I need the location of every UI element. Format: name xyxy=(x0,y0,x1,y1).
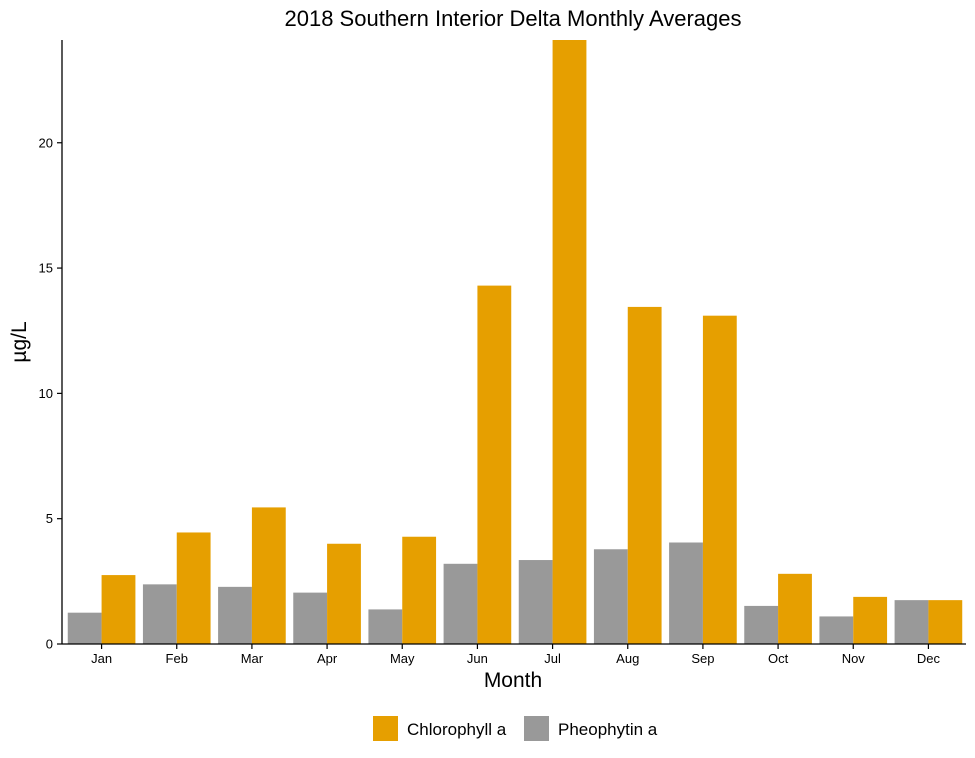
x-tick-label: Aug xyxy=(616,651,639,666)
x-tick-label: Jan xyxy=(91,651,112,666)
bar-pheophytin-a-nov xyxy=(819,616,854,644)
x-tick-label: May xyxy=(390,651,415,666)
bar-chlorophyll-a-dec xyxy=(928,600,963,644)
bar-pheophytin-a-sep xyxy=(669,542,703,644)
x-tick-label: Dec xyxy=(917,651,941,666)
bar-chlorophyll-a-mar xyxy=(251,507,286,644)
bar-chlorophyll-a-nov xyxy=(853,596,888,644)
x-tick-label: Oct xyxy=(768,651,789,666)
x-tick-label: Sep xyxy=(691,651,714,666)
bar-pheophytin-a-jan xyxy=(67,612,102,644)
y-tick-label: 0 xyxy=(46,637,53,652)
bar-pheophytin-a-dec xyxy=(894,600,929,644)
legend: Chlorophyll a Pheophytin a xyxy=(373,716,658,741)
legend-label-chlorophyll-a: Chlorophyll a xyxy=(407,720,507,739)
bar-pheophytin-a-jul xyxy=(518,560,553,644)
bar-pheophytin-a-aug xyxy=(593,549,628,644)
x-tick-label: Mar xyxy=(241,651,264,666)
y-tick-label: 5 xyxy=(46,511,53,526)
x-tick-label: Apr xyxy=(317,651,338,666)
bar-pheophytin-a-feb xyxy=(142,584,177,644)
bar-chlorophyll-a-apr xyxy=(327,543,361,644)
bar-pheophytin-a-mar xyxy=(218,586,252,644)
bar-chlorophyll-a-feb xyxy=(176,532,211,644)
bar-pheophytin-a-jun xyxy=(443,563,478,644)
x-tick-label: Jul xyxy=(544,651,561,666)
bar-chlorophyll-a-jul xyxy=(552,40,587,644)
y-tick-label: 15 xyxy=(39,261,53,276)
bar-chlorophyll-a-aug xyxy=(627,306,662,644)
chart-title: 2018 Southern Interior Delta Monthly Ave… xyxy=(285,6,742,31)
bar-chlorophyll-a-oct xyxy=(778,573,812,644)
x-tick-label: Nov xyxy=(842,651,866,666)
y-axis-title: µg/L xyxy=(8,321,31,362)
bar-pheophytin-a-apr xyxy=(293,592,328,644)
plot-area: 0 5 10 15 20 Jan Feb Mar Apr May Jun Jul Aug Sep Oct No… xyxy=(39,40,963,666)
bar-chlorophyll-a-jan xyxy=(101,575,136,644)
y-tick-label: 10 xyxy=(39,386,53,401)
bar-chlorophyll-a-may xyxy=(402,536,437,644)
bar-pheophytin-a-may xyxy=(368,609,403,644)
x-axis-title: Month xyxy=(484,669,542,692)
x-tick-label: Feb xyxy=(166,651,188,666)
legend-swatch-pheophytin-a xyxy=(524,716,549,741)
bar-chlorophyll-a-jun xyxy=(477,285,512,644)
bar-pheophytin-a-oct xyxy=(744,605,779,644)
legend-label-pheophytin-a: Pheophytin a xyxy=(558,720,658,739)
legend-swatch-chlorophyll-a xyxy=(373,716,398,741)
x-tick-label: Jun xyxy=(467,651,488,666)
bar-chlorophyll-a-sep xyxy=(702,315,737,644)
y-tick-label: 20 xyxy=(39,135,53,150)
